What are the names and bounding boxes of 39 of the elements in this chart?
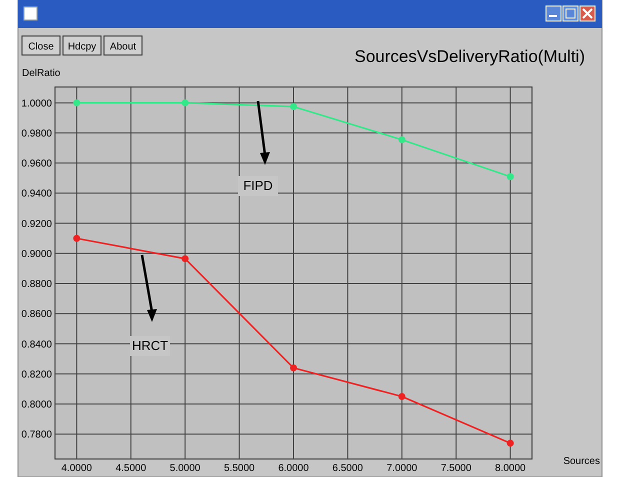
y-tick-label: 0.9000 bbox=[21, 248, 52, 260]
y-tick-label: 0.8600 bbox=[21, 309, 52, 320]
x-tick-label: 8.0000 bbox=[495, 463, 526, 474]
x-tick-label: 5.5000 bbox=[224, 463, 256, 474]
point bbox=[398, 393, 406, 400]
button[interactable]: Close bbox=[22, 36, 60, 56]
point bbox=[398, 136, 406, 144]
x-axis-title: Sources bbox=[563, 456, 600, 467]
y-tick-label: 0.8200 bbox=[21, 369, 52, 380]
x-tick-label: 7.5000 bbox=[440, 463, 472, 474]
y-axis-title: DelRatio bbox=[22, 68, 61, 79]
y-tick-label: 0.9800 bbox=[21, 128, 52, 140]
point bbox=[182, 255, 189, 262]
x-tick-label: 4.5000 bbox=[116, 463, 147, 474]
y-tick-label: 1.0000 bbox=[21, 98, 52, 110]
point bbox=[290, 364, 297, 372]
y-tick-label: 0.9200 bbox=[21, 218, 52, 230]
y-tick-label: 0.7800 bbox=[21, 430, 52, 441]
x-tick-label: 6.5000 bbox=[332, 463, 364, 474]
annotation: HRCT bbox=[132, 338, 168, 353]
y-tick-label: 0.9600 bbox=[21, 158, 52, 170]
chart-title: SourcesVsDeliveryRatio(Multi) bbox=[354, 47, 585, 66]
x-tick-label: 7.0000 bbox=[386, 463, 418, 474]
button[interactable]: Hdcpy bbox=[62, 36, 102, 56]
x-tick-label: 6.0000 bbox=[278, 463, 310, 474]
y-tick-label: 0.8800 bbox=[21, 279, 52, 290]
point bbox=[290, 103, 297, 110]
point bbox=[73, 99, 80, 106]
point bbox=[182, 99, 189, 106]
x-tick-label: 4.0000 bbox=[61, 463, 92, 474]
point bbox=[506, 440, 514, 447]
button[interactable]: About bbox=[104, 36, 142, 56]
x-tick-label: 5.0000 bbox=[170, 463, 201, 474]
point bbox=[73, 234, 80, 242]
annotation: FIPD bbox=[243, 178, 273, 193]
y-tick-label: 0.9400 bbox=[21, 188, 52, 200]
y-tick-label: 0.8000 bbox=[21, 400, 52, 411]
y-tick-label: 0.8400 bbox=[21, 339, 52, 350]
point bbox=[506, 173, 514, 180]
